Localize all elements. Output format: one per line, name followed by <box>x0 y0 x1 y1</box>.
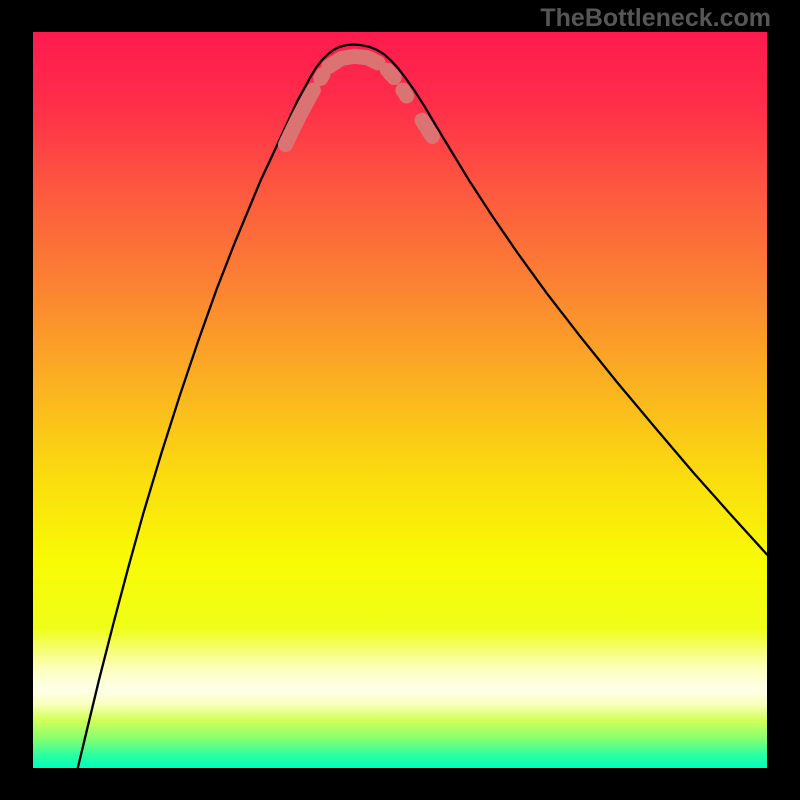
chart-plot-area <box>33 32 767 768</box>
chart-background <box>33 32 767 768</box>
bead-segment <box>403 90 407 96</box>
bead-segment <box>422 120 432 136</box>
bead-segment <box>388 70 395 77</box>
chart-frame <box>0 0 800 800</box>
bead-segment <box>321 75 323 79</box>
watermark-text: TheBottleneck.com <box>540 4 771 33</box>
